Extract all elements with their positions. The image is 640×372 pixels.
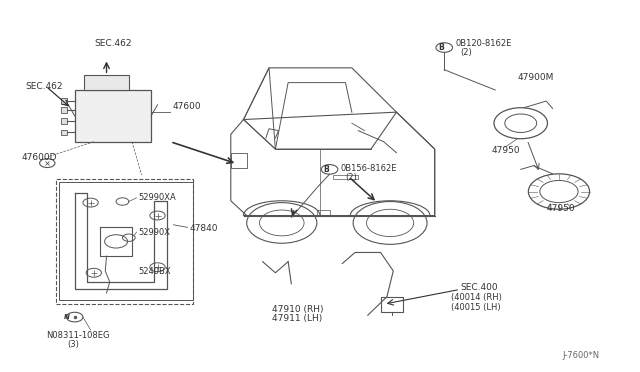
Text: N: N xyxy=(65,314,70,320)
Text: 52990XA: 52990XA xyxy=(138,193,176,202)
Bar xyxy=(317,210,330,215)
Text: (40014 (RH): (40014 (RH) xyxy=(451,294,502,302)
Bar xyxy=(333,175,358,179)
Bar xyxy=(61,129,67,135)
Text: J-7600*N: J-7600*N xyxy=(562,351,599,360)
Text: (40015 (LH): (40015 (LH) xyxy=(451,302,501,312)
Bar xyxy=(56,179,193,304)
Bar xyxy=(231,153,246,167)
Text: 47950: 47950 xyxy=(492,147,521,155)
Text: B: B xyxy=(323,165,329,174)
Text: 47950: 47950 xyxy=(546,203,575,213)
Text: SEC.462: SEC.462 xyxy=(26,82,63,91)
Text: (2): (2) xyxy=(460,48,472,57)
Text: 5240BX: 5240BX xyxy=(138,267,171,276)
Bar xyxy=(61,108,67,113)
Text: 47840: 47840 xyxy=(189,224,218,233)
Text: N08311-108EG: N08311-108EG xyxy=(46,331,109,340)
Bar xyxy=(381,297,403,311)
Text: 0B156-8162E: 0B156-8162E xyxy=(340,164,397,173)
Text: B: B xyxy=(438,43,444,52)
Bar xyxy=(61,118,67,124)
Text: SEC.462: SEC.462 xyxy=(94,39,132,48)
Bar xyxy=(61,98,67,104)
Text: (3): (3) xyxy=(67,340,79,349)
Text: SEC.400: SEC.400 xyxy=(460,283,498,292)
Text: 47910 (RH): 47910 (RH) xyxy=(272,305,324,314)
Text: 0B120-8162E: 0B120-8162E xyxy=(455,39,511,48)
Text: (2): (2) xyxy=(346,173,357,182)
Text: 47900M: 47900M xyxy=(518,73,554,81)
Bar xyxy=(59,182,193,301)
Text: 47600D: 47600D xyxy=(22,153,58,162)
Text: 52990X: 52990X xyxy=(138,228,170,237)
Text: 47911 (LH): 47911 (LH) xyxy=(272,314,323,323)
Bar xyxy=(84,75,129,90)
Text: 47600: 47600 xyxy=(172,102,201,111)
Bar xyxy=(75,90,151,142)
